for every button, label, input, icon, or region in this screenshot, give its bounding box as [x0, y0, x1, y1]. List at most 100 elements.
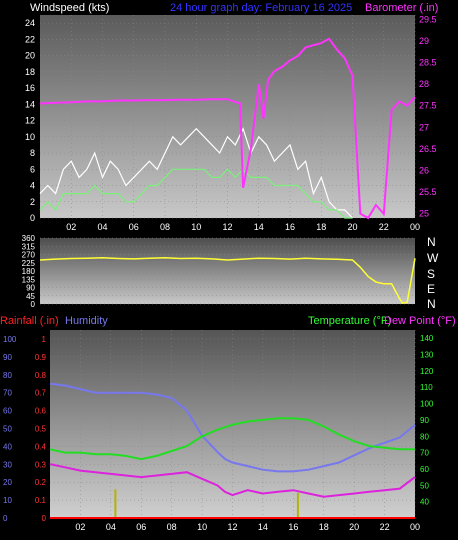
baro-tick-label: 29 [419, 36, 429, 46]
rain-tick-label: 0.3 [35, 460, 47, 469]
x-tick-label: 06 [129, 222, 139, 232]
rain-tick-label: 0.8 [35, 371, 47, 380]
wind-avg-series-line [39, 168, 353, 219]
climate-chart: 0 10 20 30 40 50 60 70 80 90 100 0 0.1 0.2 0.3 0.4 0.5 0.… [3, 330, 434, 532]
wind-tick-label: 10 [25, 132, 35, 142]
baro-tick-label: 28 [419, 79, 429, 89]
direction-series-line [39, 257, 416, 304]
x-tick-label: 12 [222, 222, 232, 232]
temperature-series-line [49, 417, 415, 461]
barometer-series-line [39, 37, 416, 220]
wind-tick-label: 2 [30, 197, 35, 207]
x-tick-label: 12 [227, 522, 237, 532]
temperature-tick-label: 40 [420, 498, 429, 507]
temperature-tick-label: 140 [420, 334, 434, 343]
direction-tick-label: 45 [26, 292, 35, 301]
wind-tick-label: 24 [25, 18, 35, 28]
direction-tick-label: 360 [22, 234, 36, 243]
wind-tick-label: 8 [30, 148, 35, 158]
humidity-tick-label: 10 [3, 496, 12, 505]
x-tick-label: 20 [347, 222, 357, 232]
x-tick-label: 14 [258, 522, 268, 532]
rain-axis-title: Rainfall (.in) [0, 315, 59, 327]
wind-tick-label: 18 [25, 67, 35, 77]
baro-tick-label: 27 [419, 122, 429, 132]
rain-tick-label: 0.2 [35, 478, 47, 487]
baro-tick-label: 27.5 [419, 101, 437, 111]
x-tick-label: 06 [136, 522, 146, 532]
humidity-tick-label: 0 [3, 514, 8, 523]
direction-tick-label: 0 [31, 300, 36, 309]
x-tick-label: 00 [410, 222, 420, 232]
temperature-tick-label: 130 [420, 351, 434, 360]
humidity-tick-label: 60 [3, 407, 12, 416]
chart-title: 24 hour graph day: February 16 2025 [170, 2, 352, 14]
temperature-tick-label: 80 [420, 432, 429, 441]
dir-label-n-top: N [427, 235, 436, 249]
wind-tick-label: 22 [25, 34, 35, 44]
humidity-axis-title: Humidity [65, 315, 108, 327]
rain-tick-label: 0.1 [35, 496, 47, 505]
x-tick-label: 04 [97, 222, 107, 232]
humidity-tick-label: 40 [3, 442, 12, 451]
rain-tick-label: 0.7 [35, 389, 47, 398]
humidity-tick-label: 70 [3, 389, 12, 398]
wind-tick-label: 20 [25, 51, 35, 61]
baro-tick-label: 25 [419, 209, 429, 219]
temperature-tick-label: 110 [420, 383, 433, 392]
humidity-tick-label: 20 [3, 478, 12, 487]
x-tick-label: 16 [288, 522, 298, 532]
wind-tick-label: 12 [25, 116, 35, 126]
humidity-tick-label: 30 [3, 460, 12, 469]
direction-tick-label: 135 [22, 275, 36, 284]
rain-tick-label: 0.5 [35, 424, 47, 433]
direction-tick-label: 315 [22, 242, 36, 251]
x-tick-label: 02 [75, 522, 85, 532]
rain-tick-label: 0.4 [35, 442, 47, 451]
direction-tick-label: 90 [26, 284, 35, 293]
x-tick-label: 14 [254, 222, 264, 232]
direction-tick-label: 225 [22, 259, 36, 268]
baro-axis-title: Barometer (.in) [365, 2, 438, 14]
temperature-tick-label: 50 [420, 481, 429, 490]
temperature-tick-label: 60 [420, 465, 429, 474]
dewpoint-series-line [49, 463, 416, 498]
x-tick-label: 18 [316, 222, 326, 232]
wind-max-series-line [39, 127, 353, 219]
humidity-tick-label: 80 [3, 371, 12, 380]
dir-label-n-bottom: N [427, 297, 436, 311]
x-tick-label: 22 [380, 522, 390, 532]
wind-chart: 0246810121416182022242525.52626.52727.52… [25, 14, 437, 232]
temperature-tick-label: 100 [420, 400, 434, 409]
dir-label-e: E [427, 282, 435, 296]
direction-tick-label: 180 [22, 267, 36, 276]
temperature-tick-label: 120 [420, 367, 434, 376]
rain-tick-label: 0.6 [35, 407, 47, 416]
x-tick-label: 18 [319, 522, 329, 532]
baro-tick-label: 26 [419, 165, 429, 175]
baro-tick-label: 25.5 [419, 187, 437, 197]
temperature-tick-label: 90 [420, 416, 429, 425]
x-tick-label: 22 [379, 222, 389, 232]
baro-tick-label: 29.5 [419, 14, 437, 24]
direction-tick-label: 270 [22, 251, 36, 260]
wind-panel [40, 15, 415, 218]
x-tick-label: 16 [285, 222, 295, 232]
wind-tick-label: 4 [30, 181, 35, 191]
temperature-tick-label: 70 [420, 449, 429, 458]
dir-label-w: W [427, 251, 439, 265]
wind-tick-label: 14 [25, 99, 35, 109]
rain-tick-label: 1 [42, 335, 47, 344]
humidity-tick-label: 50 [3, 424, 12, 433]
humidity-tick-label: 100 [3, 335, 17, 344]
rain-tick-label: 0 [42, 514, 47, 523]
x-tick-label: 04 [106, 522, 116, 532]
dewpoint-axis-title: Dew Point (°F) [384, 315, 456, 327]
x-tick-label: 08 [167, 522, 177, 532]
x-tick-label: 20 [349, 522, 359, 532]
rain-tick-label: 0.9 [35, 353, 47, 362]
baro-tick-label: 28.5 [419, 58, 437, 68]
x-tick-label: 10 [191, 222, 201, 232]
